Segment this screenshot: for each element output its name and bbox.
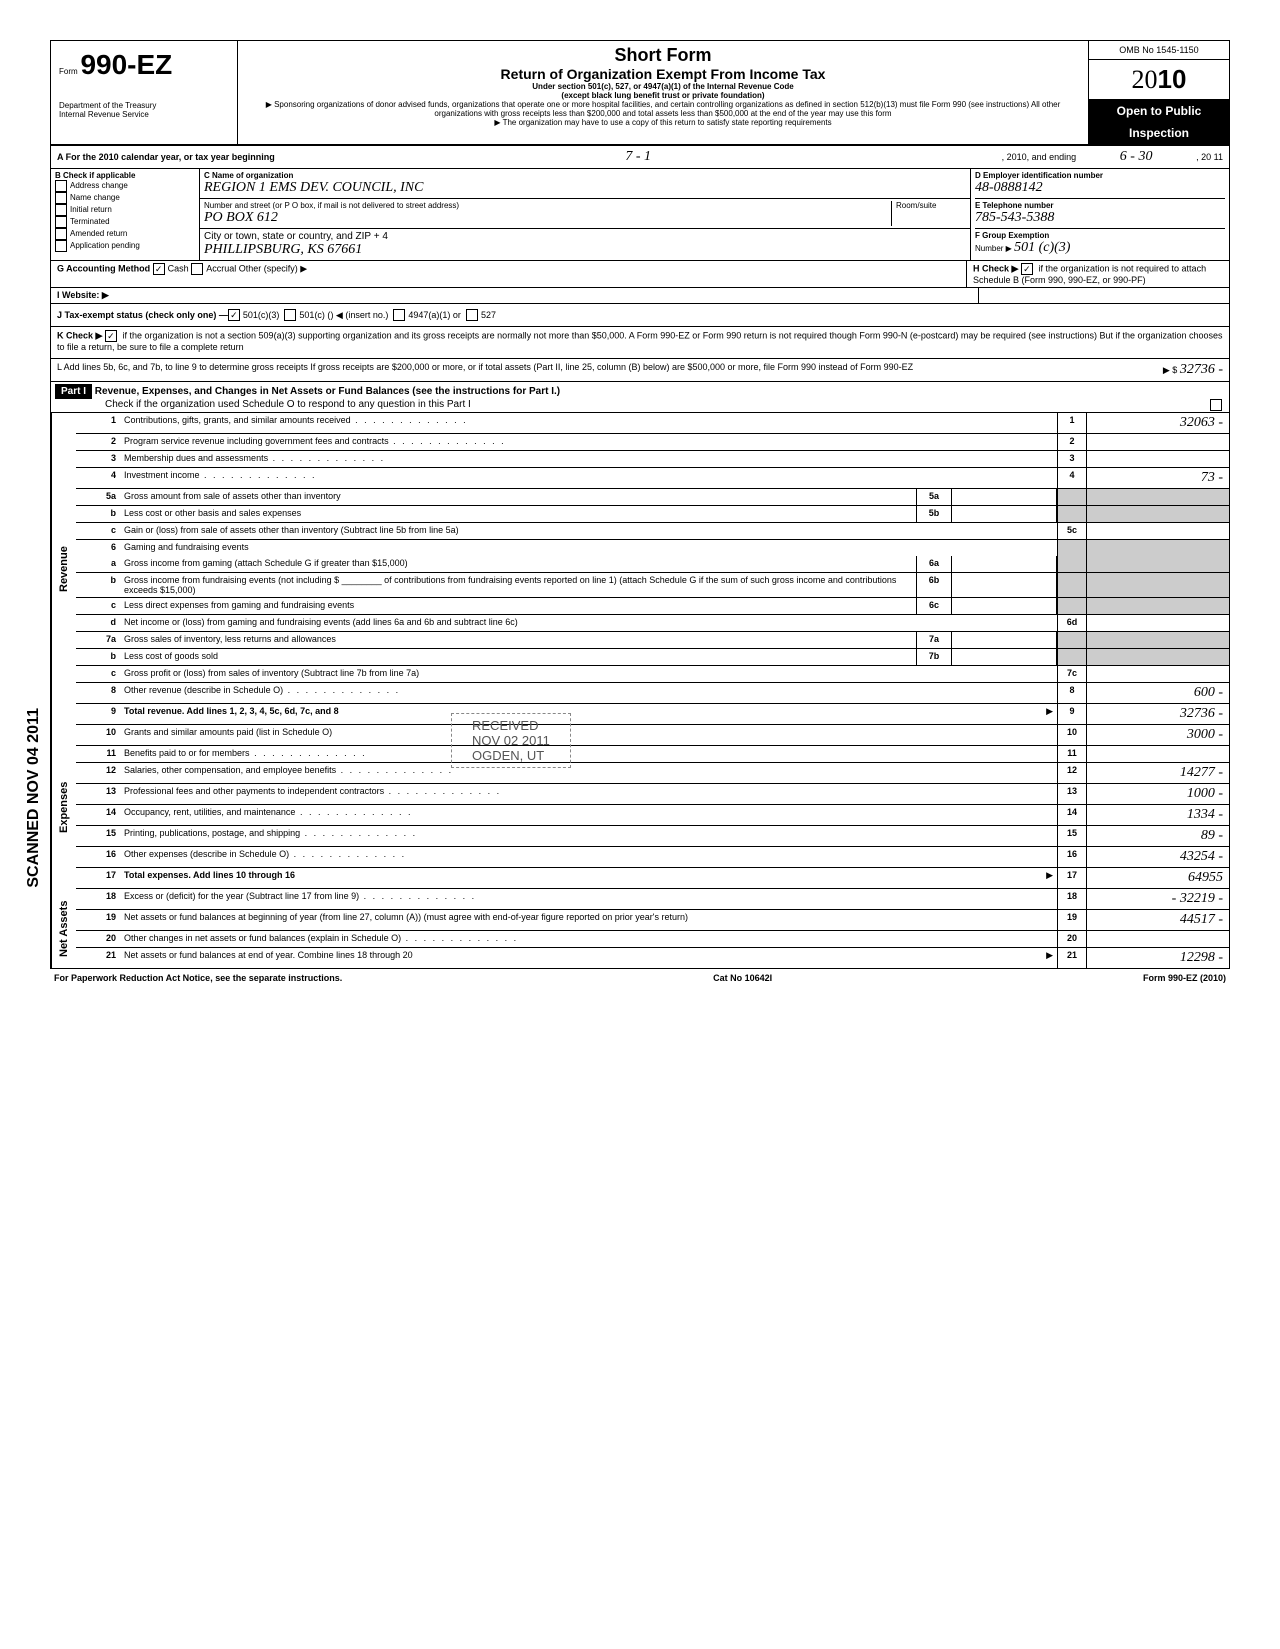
ein: 48-0888142 <box>975 180 1225 196</box>
cb-terminated[interactable]: Terminated <box>55 216 195 228</box>
col-b: B Check if applicable Address change Nam… <box>51 169 200 260</box>
cb-501c3[interactable]: ✓ <box>228 309 240 321</box>
row-j: J Tax-exempt status (check only one) — ✓… <box>51 304 1229 327</box>
title-short-form: Short Form <box>242 45 1084 66</box>
org-name: REGION 1 EMS DEV. COUNCIL, INC <box>204 180 966 196</box>
group-exemption: 501 (c)(3) <box>1014 240 1070 255</box>
open-public: Open to Public <box>1089 100 1229 122</box>
form-header: Form 990-EZ Department of the Treasury I… <box>51 41 1229 146</box>
form-prefix: Form <box>59 67 78 76</box>
section-bcd: B Check if applicable Address change Nam… <box>51 169 1229 261</box>
part1-header: Part I Revenue, Expenses, and Changes in… <box>51 382 1229 413</box>
scanned-stamp: SCANNED NOV 04 2011 <box>25 708 43 888</box>
cb-k[interactable]: ✓ <box>105 330 117 342</box>
org-address: PO BOX 612 <box>204 210 891 226</box>
val-21: 12298 - <box>1086 948 1229 968</box>
col-d: D Employer identification number 48-0888… <box>971 169 1229 260</box>
title-return: Return of Organization Exempt From Incom… <box>242 66 1084 82</box>
cb-sched-b[interactable]: ✓ <box>1021 263 1033 275</box>
dept-irs: Internal Revenue Service <box>59 110 229 119</box>
cb-part1-sched-o[interactable] <box>1210 399 1222 411</box>
phone: 785-543-5388 <box>975 210 1225 226</box>
val-9: 32736 - <box>1086 704 1229 724</box>
revenue-section: Revenue 1Contributions, gifts, grants, a… <box>51 413 1229 725</box>
gross-receipts: 32736 - <box>1180 362 1223 377</box>
expenses-section: RECEIVED NOV 02 2011 OGDEN, UT Expenses … <box>51 725 1229 889</box>
header-note2: ▶ The organization may have to use a cop… <box>242 118 1084 127</box>
org-city: PHILLIPSBURG, KS 67661 <box>204 242 966 258</box>
subtitle-except: (except black lung benefit trust or priv… <box>242 91 1084 100</box>
val-14: 1334 - <box>1086 805 1229 825</box>
val-19: 44517 - <box>1086 910 1229 930</box>
row-gh: G Accounting Method ✓Cash Accrual Other … <box>51 261 1229 288</box>
omb-number: OMB No 1545-1150 <box>1089 41 1229 60</box>
netassets-section: Net Assets 18Excess or (deficit) for the… <box>51 889 1229 968</box>
form-number: 990-EZ <box>80 49 172 80</box>
row-a: A For the 2010 calendar year, or tax yea… <box>51 146 1229 169</box>
val-10: 3000 - <box>1086 725 1229 745</box>
val-13: 1000 - <box>1086 784 1229 804</box>
cb-cash[interactable]: ✓ <box>153 263 165 275</box>
val-17: 64955 <box>1086 868 1229 888</box>
tax-year: 2010 <box>1089 60 1229 100</box>
val-1: 32063 - <box>1086 413 1229 433</box>
side-revenue: Revenue <box>51 413 76 725</box>
title-box: Short Form Return of Organization Exempt… <box>238 41 1088 144</box>
org-name-box: C Name of organization REGION 1 EMS DEV.… <box>200 169 970 199</box>
val-16: 43254 - <box>1086 847 1229 867</box>
dept-treasury: Department of the Treasury <box>59 101 229 110</box>
footer-right: Form 990-EZ (2010) <box>1143 973 1226 983</box>
footer-mid: Cat No 10642I <box>713 973 772 983</box>
col-c: C Name of organization REGION 1 EMS DEV.… <box>200 169 971 260</box>
side-expenses: Expenses <box>51 725 76 889</box>
footer-left: For Paperwork Reduction Act Notice, see … <box>54 973 342 983</box>
footer: For Paperwork Reduction Act Notice, see … <box>50 969 1230 987</box>
inspection: Inspection <box>1089 122 1229 144</box>
side-netassets: Net Assets <box>51 889 76 968</box>
cb-name[interactable]: Name change <box>55 192 195 204</box>
val-18: - 32219 - <box>1086 889 1229 909</box>
cb-amended[interactable]: Amended return <box>55 228 195 240</box>
city-box: City or town, state or country, and ZIP … <box>200 229 970 260</box>
form-id-box: Form 990-EZ Department of the Treasury I… <box>51 41 238 144</box>
val-4: 73 - <box>1086 468 1229 488</box>
addr-box: Number and street (or P O box, if mail i… <box>200 199 970 229</box>
row-k: K Check ▶ ✓ if the organization is not a… <box>51 327 1229 359</box>
header-note1: ▶ Sponsoring organizations of donor advi… <box>242 100 1084 118</box>
val-15: 89 - <box>1086 826 1229 846</box>
cb-initial[interactable]: Initial return <box>55 204 195 216</box>
val-8: 600 - <box>1086 683 1229 703</box>
subtitle-code: Under section 501(c), 527, or 4947(a)(1)… <box>242 82 1084 91</box>
row-i: I Website: ▶ <box>51 288 1229 304</box>
omb-box: OMB No 1545-1150 2010 Open to Public Ins… <box>1088 41 1229 144</box>
cb-accrual[interactable] <box>191 263 203 275</box>
form-990ez: SCANNED NOV 04 2011 Form 990-EZ Departme… <box>50 40 1230 969</box>
cb-address[interactable]: Address change <box>55 180 195 192</box>
val-12: 14277 - <box>1086 763 1229 783</box>
cb-pending[interactable]: Application pending <box>55 240 195 252</box>
row-l: L Add lines 5b, 6c, and 7b, to line 9 to… <box>51 359 1229 382</box>
